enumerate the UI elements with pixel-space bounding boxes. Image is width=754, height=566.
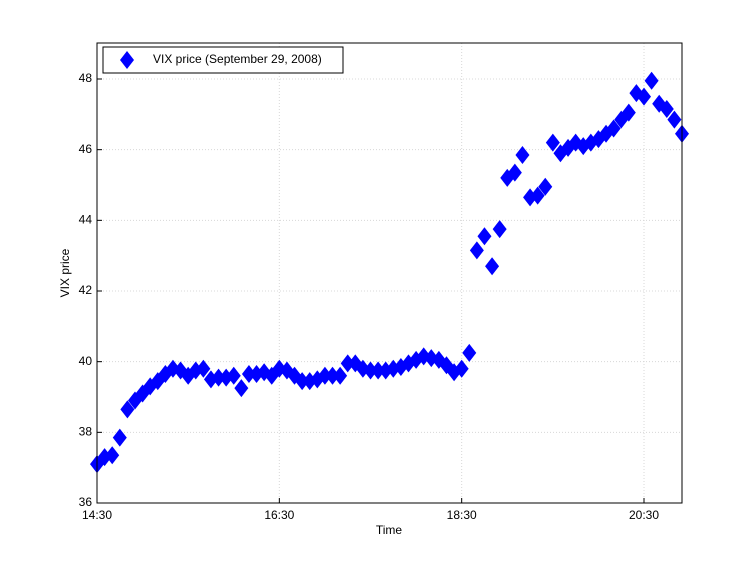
data-point <box>545 133 560 152</box>
data-point <box>112 428 127 447</box>
data-point <box>606 119 621 138</box>
x-tick-label: 18:30 <box>447 508 477 522</box>
data-point <box>515 145 530 164</box>
legend-marker <box>120 51 134 69</box>
x-tick-label: 20:30 <box>629 508 659 522</box>
data-point <box>538 177 553 196</box>
data-point <box>120 400 135 419</box>
data-point <box>105 446 120 465</box>
y-tick-label: 36 <box>79 495 93 509</box>
plot-frame <box>96 42 683 504</box>
y-tick-label: 40 <box>79 354 93 368</box>
data-point <box>637 87 652 106</box>
x-axis-label: Time <box>376 523 403 537</box>
legend-label: VIX price (September 29, 2008) <box>153 52 322 66</box>
data-point <box>621 103 636 122</box>
data-point <box>371 361 386 380</box>
data-point <box>363 361 378 380</box>
data-point <box>462 343 477 362</box>
data-point <box>333 366 348 385</box>
data-point <box>500 168 515 187</box>
y-axis-label: VIX price <box>58 248 72 297</box>
legend: VIX price (September 29, 2008) <box>102 46 344 74</box>
x-tick-label: 16:30 <box>264 508 294 522</box>
data-point <box>211 368 226 387</box>
data-point <box>325 366 340 385</box>
data-point <box>226 366 241 385</box>
data-point <box>530 186 545 205</box>
y-tick-label: 46 <box>79 142 93 156</box>
data-point <box>477 227 492 246</box>
data-point <box>599 124 614 143</box>
y-tick-label: 42 <box>79 283 93 297</box>
data-point <box>454 359 469 378</box>
y-tick-label: 38 <box>79 425 93 439</box>
plot-marks <box>90 71 689 474</box>
x-tick-label: 14:30 <box>82 508 112 522</box>
data-point <box>659 100 674 119</box>
data-point <box>507 163 522 182</box>
data-point <box>295 372 310 391</box>
data-point <box>469 241 484 260</box>
data-point <box>485 257 500 276</box>
data-point <box>196 359 211 378</box>
data-point <box>241 365 256 384</box>
data-point <box>340 354 355 373</box>
data-point <box>644 71 659 90</box>
data-point <box>667 110 682 129</box>
data-point <box>492 220 507 239</box>
data-point <box>317 366 332 385</box>
legend-box <box>102 46 344 74</box>
data-point <box>234 379 249 398</box>
y-tick-label: 48 <box>79 71 93 85</box>
y-tick-label: 44 <box>79 213 93 227</box>
